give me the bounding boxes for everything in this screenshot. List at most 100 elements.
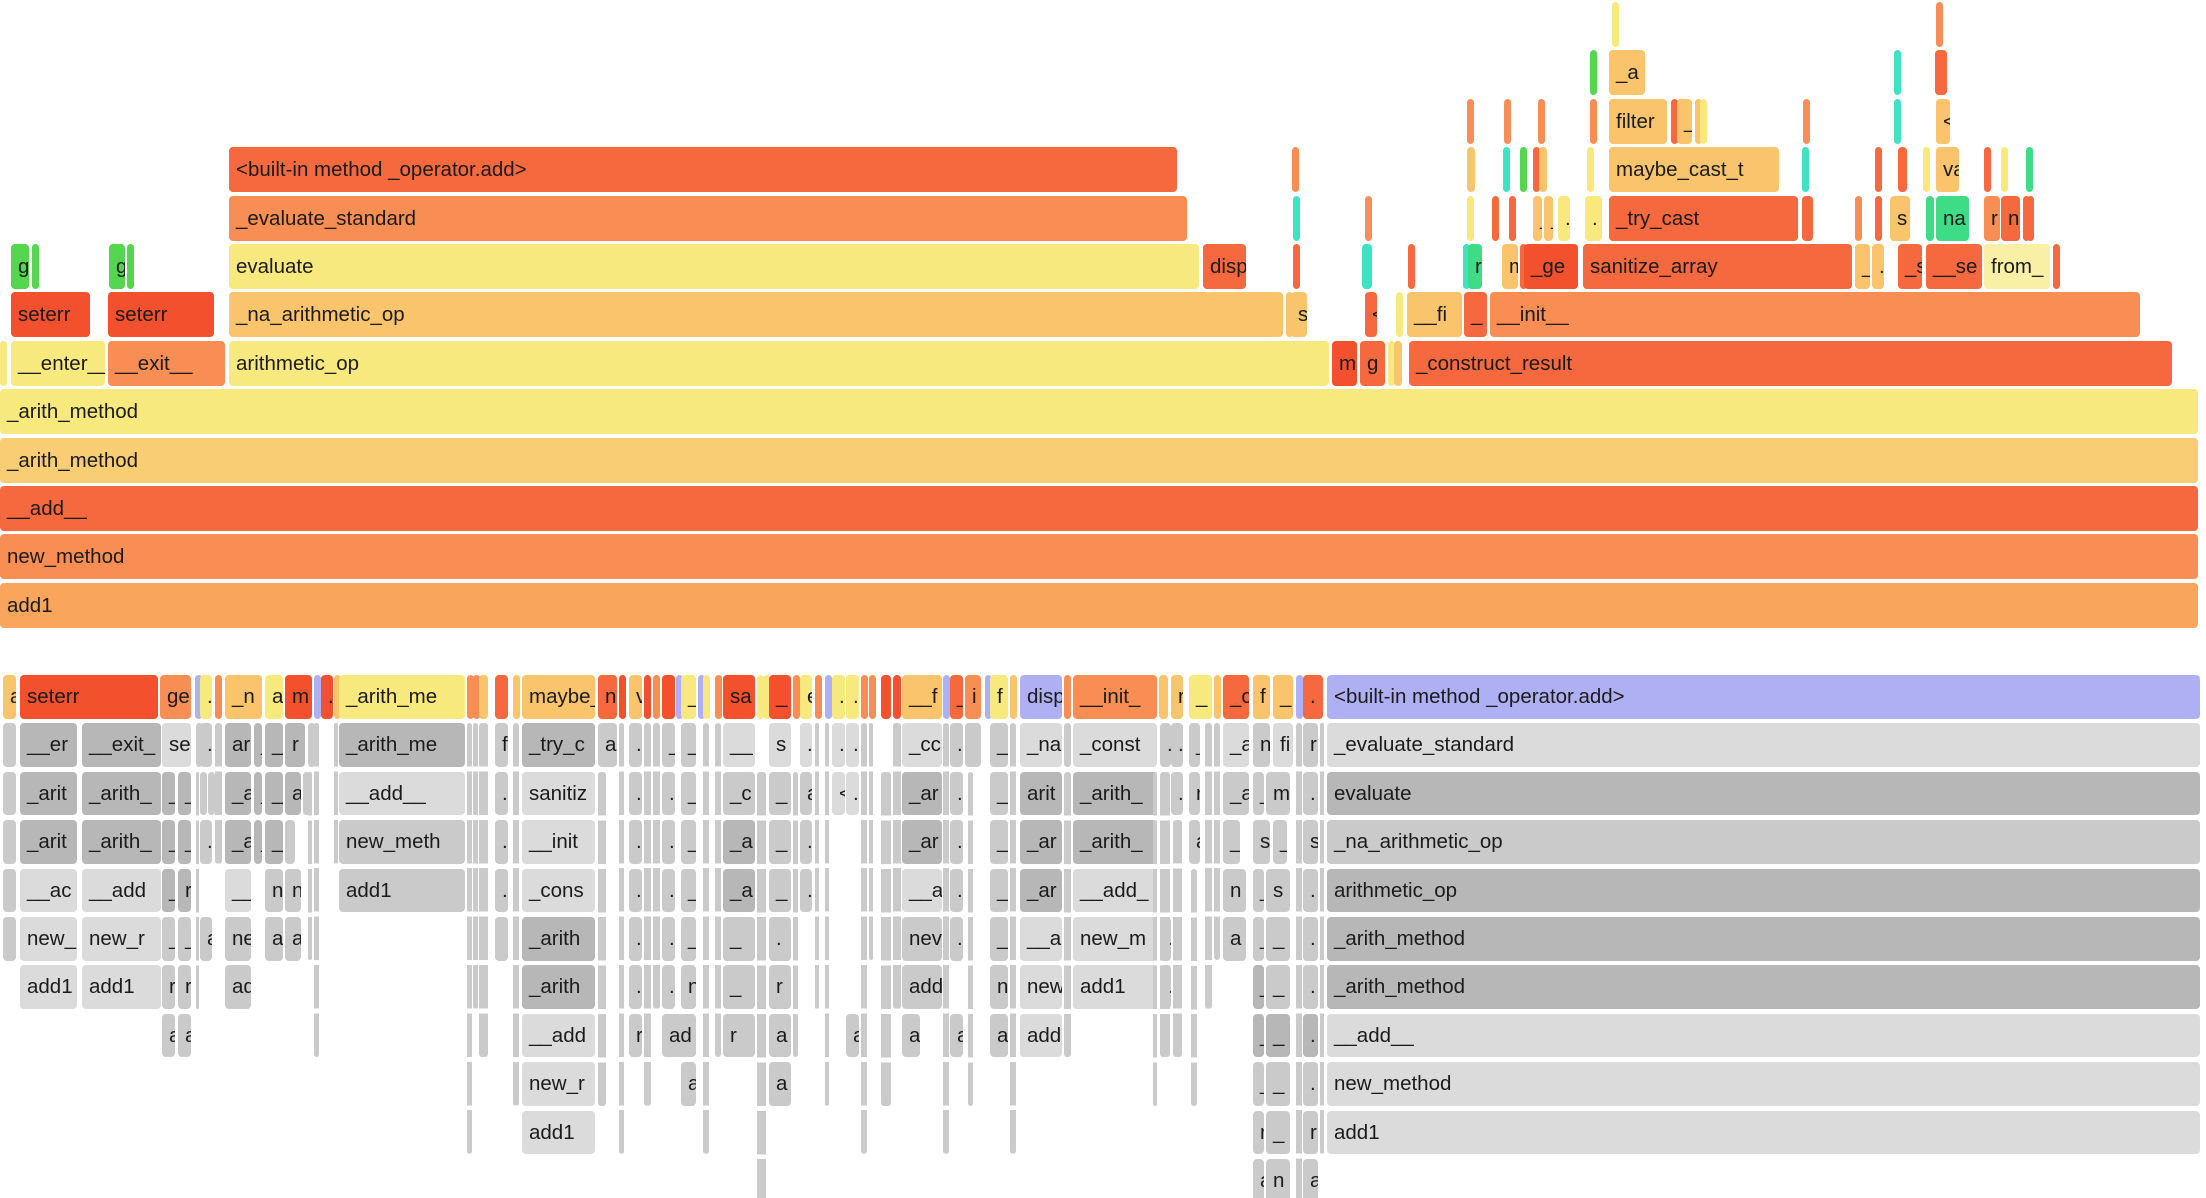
callees-frame[interactable]: f xyxy=(990,675,1008,719)
callees-frame[interactable] xyxy=(1064,675,1071,719)
callers-frame[interactable]: _a xyxy=(1609,50,1645,96)
callees-frame[interactable]: _ xyxy=(254,820,262,864)
callees-frame[interactable] xyxy=(1064,723,1071,767)
callees-frame[interactable]: _ xyxy=(178,771,191,816)
callees-frame-sliver[interactable] xyxy=(1010,723,1016,1155)
callers-frame[interactable] xyxy=(1394,340,1402,386)
callees-frame[interactable]: __add xyxy=(82,868,161,913)
callees-frame[interactable] xyxy=(473,675,480,719)
callers-frame[interactable]: sanitize_array xyxy=(1583,244,1852,289)
callers-frame[interactable]: __add__ xyxy=(0,486,2198,531)
callees-frame[interactable]: . xyxy=(629,820,642,864)
callees-frame[interactable]: _arith_ xyxy=(1073,771,1157,816)
callers-frame[interactable] xyxy=(1520,244,1527,289)
callers-frame[interactable] xyxy=(1362,244,1372,289)
callees-frame[interactable]: r xyxy=(629,1013,642,1058)
callees-frame[interactable]: _a xyxy=(265,771,283,816)
callees-frame[interactable]: _evaluate_standard xyxy=(1327,723,2200,767)
callers-frame[interactable]: seterr xyxy=(108,292,214,338)
callers-frame[interactable]: __se xyxy=(1926,244,1982,289)
callees-frame[interactable] xyxy=(676,675,683,719)
callers-frame[interactable]: maybe_cast_t xyxy=(1609,147,1779,193)
callees-frame[interactable]: . xyxy=(321,675,333,719)
callees-frame[interactable]: _ xyxy=(769,820,791,864)
callers-frame[interactable]: m xyxy=(1502,244,1518,289)
callers-frame[interactable] xyxy=(1396,292,1403,338)
callees-frame[interactable]: ac xyxy=(285,917,301,961)
callees-frame[interactable]: __exit_ xyxy=(82,723,161,767)
callers-frame[interactable] xyxy=(1935,50,1947,96)
callees-frame[interactable]: add xyxy=(1020,1013,1062,1058)
callees-frame[interactable]: __a xyxy=(902,868,942,913)
callees-frame-sliver[interactable] xyxy=(1160,771,1170,1058)
callees-frame[interactable]: _ xyxy=(950,675,963,719)
callees-frame[interactable]: maybe_c xyxy=(522,675,595,719)
callers-frame[interactable] xyxy=(1463,244,1470,289)
callers-frame[interactable]: __init__ xyxy=(1490,292,2140,338)
callees-frame[interactable]: new_r xyxy=(522,1062,595,1106)
callees-frame[interactable]: sanitiz xyxy=(522,771,595,816)
callees-frame[interactable]: . xyxy=(1303,771,1318,816)
callees-frame[interactable]: _a xyxy=(1223,771,1249,816)
callees-frame-sliver[interactable] xyxy=(653,723,660,1009)
callees-frame[interactable]: _ xyxy=(723,965,755,1009)
callees-frame[interactable]: _ xyxy=(1273,820,1287,864)
callees-frame[interactable]: a xyxy=(846,1013,859,1058)
callees-frame-sliver[interactable] xyxy=(314,723,319,1058)
callers-frame[interactable] xyxy=(1671,98,1678,144)
callees-frame[interactable]: new_meth xyxy=(339,820,465,864)
callers-frame[interactable]: _na_arithmetic_op xyxy=(229,292,1283,338)
callers-frame[interactable] xyxy=(2026,147,2033,193)
callers-frame[interactable]: __enter__ xyxy=(11,340,105,386)
callees-frame[interactable]: _c xyxy=(1223,675,1249,719)
callees-frame[interactable]: n xyxy=(990,965,1008,1009)
callers-frame[interactable]: m xyxy=(1332,340,1357,386)
callees-frame[interactable]: new_m xyxy=(1073,917,1157,961)
callees-frame[interactable]: _ xyxy=(1266,1013,1290,1058)
callees-frame[interactable]: a xyxy=(1303,1159,1318,1198)
callers-frame[interactable] xyxy=(1503,147,1510,193)
callees-frame[interactable]: new_ xyxy=(20,917,77,961)
callees-frame[interactable]: _na_arithmetic_op xyxy=(1327,820,2200,864)
callers-frame[interactable] xyxy=(1695,98,1702,144)
callers-frame[interactable] xyxy=(2053,244,2060,289)
callees-frame[interactable]: . xyxy=(1171,771,1183,816)
callees-frame[interactable]: _arith_method xyxy=(1327,965,2200,1009)
callees-frame[interactable]: _ xyxy=(681,868,696,913)
callers-frame[interactable] xyxy=(1504,98,1511,144)
callees-frame[interactable]: evaluate xyxy=(1327,771,2200,816)
callees-frame[interactable] xyxy=(1214,675,1221,719)
callers-frame[interactable]: <built-in method _operator.add> xyxy=(229,147,1177,193)
callees-frame[interactable]: m xyxy=(1266,771,1290,816)
callees-frame[interactable]: add1 xyxy=(1327,1110,2200,1155)
callees-frame[interactable]: r xyxy=(769,965,791,1009)
callees-frame[interactable] xyxy=(763,675,770,719)
callees-frame[interactable]: _ xyxy=(178,820,191,864)
callees-frame[interactable]: nev xyxy=(902,917,942,961)
callees-frame[interactable]: arithmetic_op xyxy=(1327,868,2200,913)
callees-frame[interactable]: ne xyxy=(681,965,696,1009)
callees-frame[interactable]: r xyxy=(162,965,175,1009)
callees-frame[interactable]: . xyxy=(800,820,812,864)
callees-frame[interactable]: . xyxy=(800,868,812,913)
callees-frame[interactable]: . xyxy=(1303,1013,1318,1058)
callees-frame[interactable]: _ xyxy=(1253,1013,1264,1058)
callees-frame[interactable]: n xyxy=(265,868,283,913)
callees-frame[interactable] xyxy=(1010,675,1017,719)
callees-frame[interactable]: a xyxy=(265,675,283,719)
callees-frame[interactable]: _ xyxy=(1266,1110,1290,1155)
callees-frame[interactable] xyxy=(893,675,901,719)
callers-frame[interactable] xyxy=(1700,98,1707,144)
callers-frame[interactable] xyxy=(1408,244,1415,289)
callees-frame[interactable] xyxy=(479,675,488,719)
callees-frame[interactable]: _ xyxy=(1253,868,1264,913)
callees-frame[interactable]: < xyxy=(832,771,845,816)
callers-frame[interactable] xyxy=(1292,147,1299,193)
callees-frame-sliver[interactable] xyxy=(793,771,798,1058)
callers-frame[interactable]: from_ xyxy=(1984,244,2050,289)
callees-frame-sliver[interactable] xyxy=(467,723,472,1155)
callers-frame[interactable] xyxy=(1467,147,1475,193)
callees-frame[interactable]: _ xyxy=(681,675,696,719)
callees-frame[interactable] xyxy=(208,771,215,816)
callees-frame[interactable] xyxy=(495,675,508,719)
